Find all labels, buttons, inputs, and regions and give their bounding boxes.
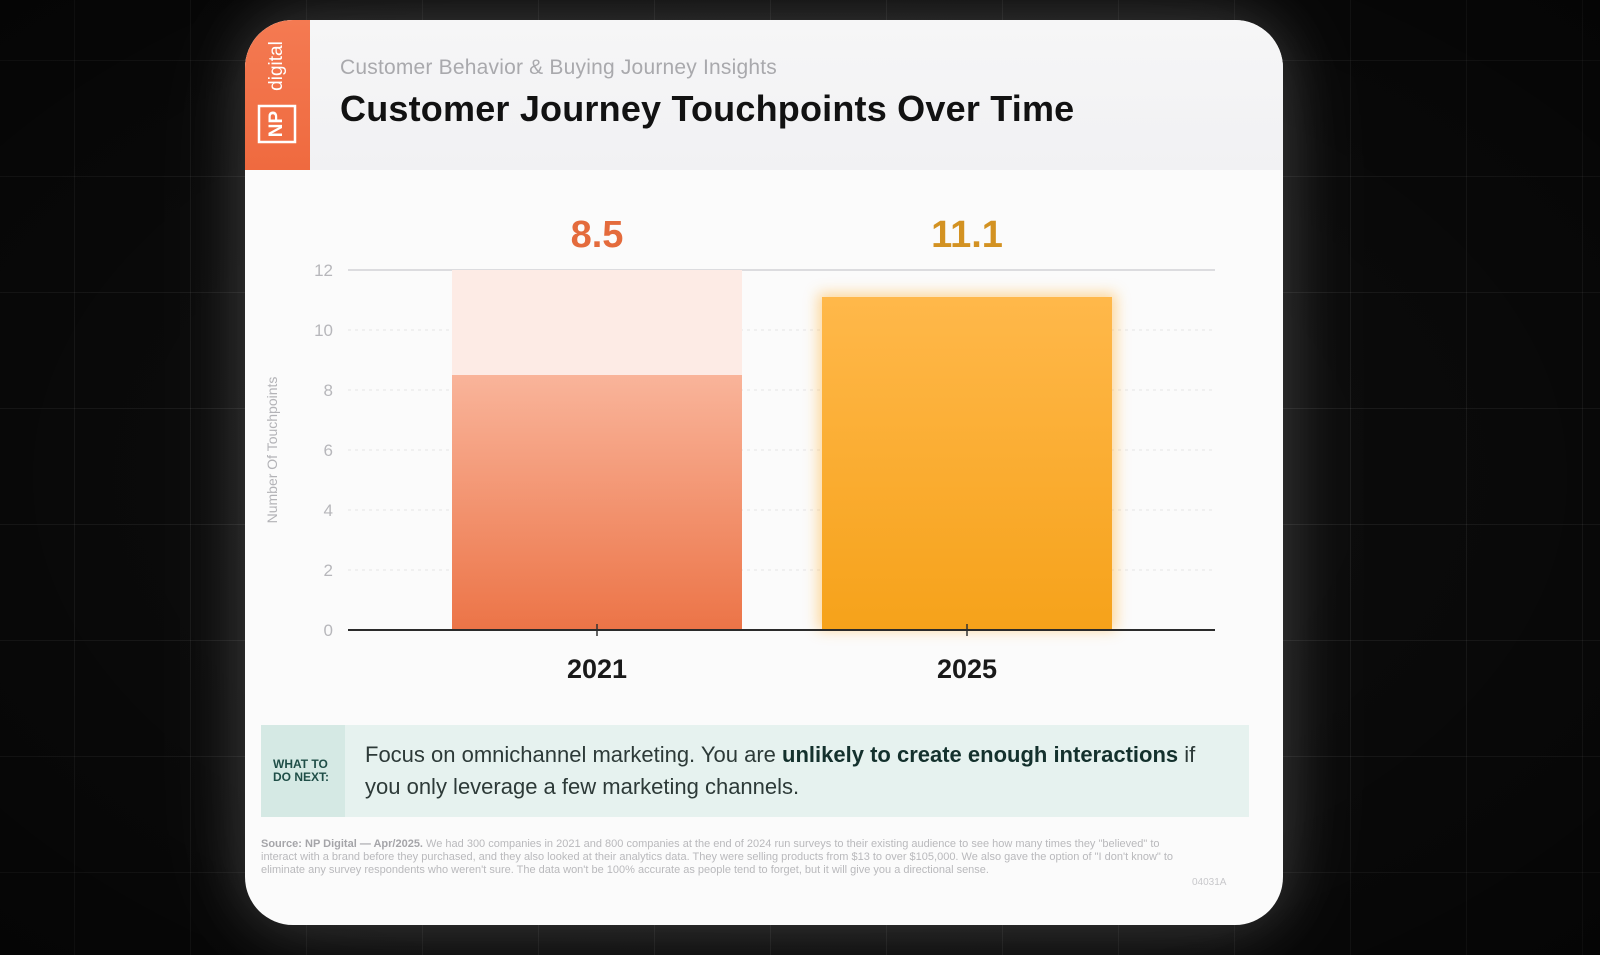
y-tick-label-6: 6: [324, 441, 333, 460]
infographic-card: NP digital Customer Behavior & Buying Jo…: [245, 20, 1283, 925]
logo-np-text: NP: [266, 110, 287, 137]
x-tick-label-2021: 2021: [567, 654, 627, 684]
y-tick-label-10: 10: [314, 321, 333, 340]
what-to-do-next-label-box: WHAT TO DO NEXT:: [261, 725, 345, 817]
data-label-2021: 8.5: [571, 214, 624, 256]
what-to-do-next-panel: WHAT TO DO NEXT: Focus on omnichannel ma…: [261, 725, 1249, 817]
bar-background-2021: [452, 270, 742, 375]
header-band: [245, 20, 1283, 170]
next-text-end: if you only leverage a few marketing cha…: [365, 742, 1196, 799]
document-code: 04031A: [1192, 877, 1227, 888]
y-axis-label: Number Of Touchpoints: [264, 377, 280, 524]
bar-chart: 0 2 4 6 8 10 12 Number Of Touchpoints 8.5 2021 11.…: [264, 214, 1215, 684]
y-tick-label-4: 4: [324, 501, 333, 520]
y-tick-label-12: 12: [314, 261, 333, 280]
data-label-2025: 11.1: [931, 214, 1003, 256]
logo-digital-text: digital: [266, 41, 287, 91]
source-note: Source: NP Digital — Apr/2025. We had 30…: [261, 838, 1181, 877]
y-tick-label-0: 0: [324, 621, 333, 640]
x-tick-label-2025: 2025: [937, 654, 997, 684]
what-to-do-next-label-line2: DO NEXT:: [273, 770, 330, 784]
source-text: We had 300 companies in 2021 and 800 com…: [261, 838, 1174, 876]
what-to-do-next-text: Focus on omnichannel marketing. You are …: [365, 739, 1235, 803]
next-text-emphasis: unlikely to create enough interactions: [782, 742, 1179, 767]
chart-title: Customer Journey Touchpoints Over Time: [340, 88, 1075, 129]
chart-subtitle: Customer Behavior & Buying Journey Insig…: [340, 56, 777, 79]
y-tick-label-8: 8: [324, 381, 333, 400]
np-digital-logo: NP digital: [245, 20, 310, 170]
source-label: Source: NP Digital — Apr/2025.: [261, 838, 423, 850]
what-to-do-next-label-line1: WHAT TO: [273, 757, 328, 772]
bar-2021: [452, 375, 742, 630]
bar-2025: [822, 297, 1112, 630]
next-text-start: Focus on omnichannel marketing. You are: [365, 742, 783, 767]
y-tick-label-2: 2: [324, 561, 333, 580]
